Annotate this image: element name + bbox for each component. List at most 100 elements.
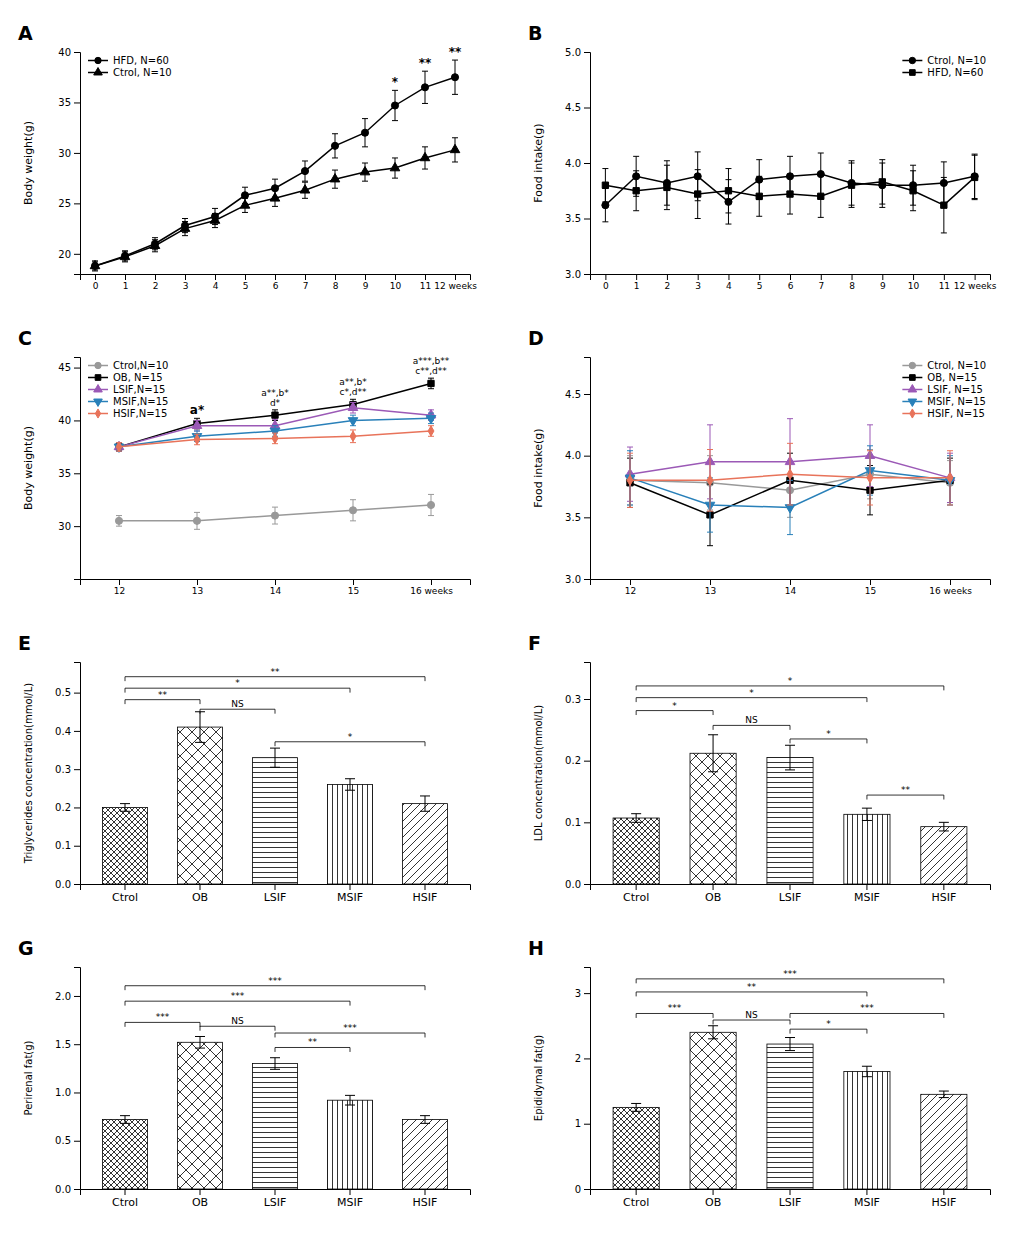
annotations: ***** — [392, 45, 462, 89]
y-tick: 35 — [58, 97, 80, 108]
error-bar — [627, 453, 633, 507]
y-axis: 0.00.51.01.52.0 — [55, 968, 80, 1195]
point — [451, 74, 458, 81]
y-tick-label: 45 — [58, 362, 71, 373]
y-tick-mark — [584, 1124, 590, 1125]
x-tick-mark — [125, 884, 126, 890]
y-tick: 0.2 — [55, 802, 80, 813]
point — [193, 517, 200, 524]
legend-swatch-marker — [910, 375, 916, 381]
panel-label: C — [18, 327, 32, 349]
series — [602, 152, 978, 224]
series — [90, 138, 460, 271]
y-tick-mark — [584, 394, 590, 395]
x-tick: LSIF — [779, 884, 802, 904]
panel-label: B — [528, 22, 542, 44]
legend-swatch-marker — [94, 399, 103, 406]
annotation-line: a* — [190, 403, 205, 417]
y-tick-mark — [74, 52, 80, 53]
x-tick-label: LSIF — [779, 1196, 802, 1209]
y-tick-label: 0.0 — [55, 879, 71, 890]
point — [301, 168, 308, 175]
x-tick-label: OB — [192, 891, 208, 904]
y-tick-label: 30 — [58, 521, 71, 532]
bar — [178, 727, 223, 884]
x-tick-mark — [821, 274, 822, 280]
plot-marks — [625, 419, 955, 546]
x-tick: Ctrol — [623, 884, 649, 904]
panel: C30354045Body weight(g)a*a**,b*d*a**,b*c… — [18, 327, 471, 596]
bar — [403, 804, 448, 884]
x-tick-mark — [425, 1189, 426, 1195]
x-tick-label: Ctrol — [623, 891, 649, 904]
y-tick: 0 — [575, 1184, 590, 1195]
bar — [690, 1032, 736, 1189]
y-tick-mark — [74, 153, 80, 154]
error-bar — [939, 822, 949, 831]
y-tick: 0.0 — [565, 879, 590, 890]
y-tick: 3.0 — [565, 269, 590, 280]
x-tick-mark — [636, 884, 637, 890]
error-bar — [272, 507, 278, 524]
legend-label: HSIF, N=15 — [927, 408, 985, 419]
legend-entry: OB, N=15 — [902, 372, 977, 383]
error-bar — [362, 119, 368, 147]
annotation-line: a**,b* — [261, 388, 289, 398]
x-tick-label: OB — [192, 1196, 208, 1209]
x-tick: MSIF — [337, 884, 363, 904]
panel: E0.00.10.20.30.40.5Triglycerides concent… — [18, 632, 471, 904]
bracket — [636, 698, 867, 702]
legend-entry: HFD, N=60 — [902, 67, 983, 78]
bracket — [790, 1029, 867, 1033]
x-tick: 0 — [93, 274, 99, 291]
legend-entry: HFD, N=60 — [88, 55, 169, 66]
legend-entry: LSIF, N=15 — [902, 384, 983, 395]
y-tick: 3.5 — [565, 512, 590, 523]
error-bar — [270, 1058, 280, 1070]
error-bar — [272, 410, 278, 421]
panel-label: F — [528, 632, 541, 654]
error-bar — [756, 176, 762, 216]
y-tick: 35 — [58, 468, 80, 479]
panel: B3.03.54.04.55.0Food intake(g)0123456789… — [528, 22, 997, 291]
x-tick-label: MSIF — [337, 891, 363, 904]
x-axis-line — [591, 885, 991, 891]
error-bar — [785, 745, 795, 770]
x-tick-mark — [713, 1189, 714, 1195]
plot-marks — [103, 712, 448, 884]
x-tick-label: 9 — [363, 281, 369, 291]
x-tick-mark — [275, 579, 276, 585]
series-line — [95, 150, 455, 266]
x-tick-mark — [119, 579, 120, 585]
x-tick: 5 — [243, 274, 249, 291]
error-bar — [120, 1116, 130, 1124]
x-tick: OB — [192, 884, 208, 904]
error-bar — [116, 516, 122, 527]
y-tick-mark — [74, 254, 80, 255]
x-tick: Ctrol — [112, 884, 138, 904]
annotation: a* — [190, 403, 205, 417]
error-bar — [452, 60, 458, 94]
y-tick-label: 3 — [575, 988, 581, 999]
x-tick-label: 1 — [634, 281, 640, 291]
x-tick-mark — [275, 274, 276, 280]
bracket — [713, 725, 790, 729]
y-tick-label: 0.4 — [55, 726, 71, 737]
point — [426, 416, 436, 424]
bracket — [867, 795, 944, 799]
x-tick-mark — [975, 274, 976, 280]
y-tick: 2.0 — [55, 991, 80, 1002]
chart-svg: A2025303540Body weight(g)*****0123456789… — [0, 0, 1019, 1233]
y-tick-mark — [584, 579, 590, 580]
point — [428, 426, 434, 436]
x-tick: 9 — [363, 274, 369, 291]
point — [361, 129, 368, 136]
x-tick-mark — [943, 1189, 944, 1195]
x-tick: LSIF — [779, 1189, 802, 1209]
series — [91, 60, 458, 270]
x-tick: 3 — [695, 274, 701, 291]
y-tick: 20 — [58, 249, 80, 260]
plot-marks — [90, 60, 460, 271]
y-axis-line — [584, 663, 591, 885]
y-tick: 30 — [58, 521, 80, 532]
